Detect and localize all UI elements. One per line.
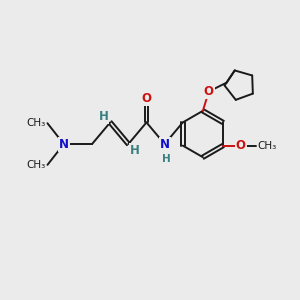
Text: CH₃: CH₃ <box>27 118 46 128</box>
Text: O: O <box>236 139 246 152</box>
Text: H: H <box>162 154 170 164</box>
Text: N: N <box>59 138 69 151</box>
Text: O: O <box>142 92 152 105</box>
Text: H: H <box>99 110 109 123</box>
Text: CH₃: CH₃ <box>257 141 276 151</box>
Text: N: N <box>160 138 170 151</box>
Text: O: O <box>204 85 214 98</box>
Text: CH₃: CH₃ <box>27 160 46 170</box>
Text: H: H <box>130 143 140 157</box>
